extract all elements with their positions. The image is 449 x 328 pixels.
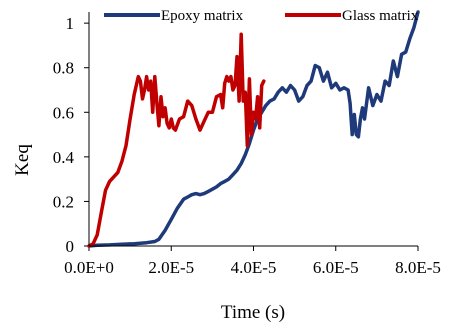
y-tick-label: 0 <box>66 237 75 256</box>
y-tick-label: 0.8 <box>53 59 74 78</box>
y-tick-label: 1 <box>66 14 75 33</box>
x-tick-label: 0.0E+0 <box>64 258 114 277</box>
x-tick-label: 8.0E-5 <box>395 258 441 277</box>
y-axis-title: Keq <box>12 144 33 176</box>
plot-series <box>87 10 420 248</box>
y-tick-label: 0.4 <box>53 148 75 167</box>
x-axis-ticks: 0.0E+0 2.0E-5 4.0E-5 6.0E-5 8.0E-5 <box>64 246 441 277</box>
x-tick-label: 2.0E-5 <box>148 258 194 277</box>
legend-label-glass-matrix: Glass matrix <box>342 8 419 24</box>
x-axis-title: Time (s) <box>221 302 285 323</box>
y-axis-ticks: 0 0.2 0.4 0.6 0.8 1 <box>53 14 89 256</box>
series-line-epoxy-matrix <box>87 10 420 248</box>
legend-label-epoxy-matrix: Epoxy matrix <box>161 8 244 24</box>
x-tick-label: 6.0E-5 <box>313 258 359 277</box>
legend: Epoxy matrix Glass matrix <box>104 8 419 24</box>
y-tick-label: 0.6 <box>53 103 74 122</box>
x-tick-label: 4.0E-5 <box>231 258 277 277</box>
y-tick-label: 0.2 <box>53 192 74 211</box>
series-line-glass-matrix <box>87 32 266 248</box>
